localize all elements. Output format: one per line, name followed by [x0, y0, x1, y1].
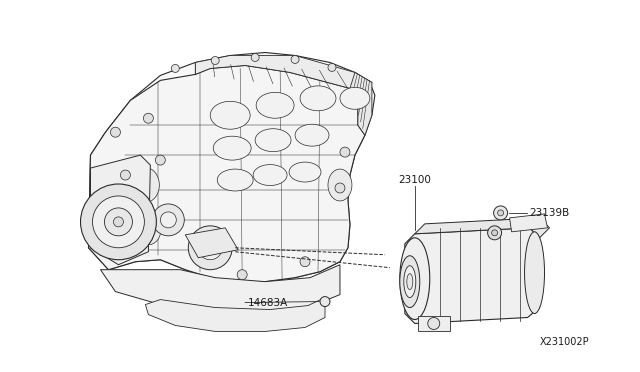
- Circle shape: [113, 217, 124, 227]
- Ellipse shape: [295, 124, 329, 146]
- Circle shape: [198, 236, 222, 260]
- Circle shape: [104, 208, 132, 236]
- Polygon shape: [415, 218, 550, 238]
- Circle shape: [428, 318, 440, 330]
- Circle shape: [161, 212, 176, 228]
- Text: 23139B: 23139B: [529, 208, 570, 218]
- Polygon shape: [195, 55, 372, 95]
- Ellipse shape: [328, 169, 352, 201]
- Circle shape: [156, 155, 165, 165]
- Ellipse shape: [256, 92, 294, 118]
- Circle shape: [340, 147, 350, 157]
- Polygon shape: [88, 65, 365, 282]
- Ellipse shape: [300, 86, 336, 111]
- Circle shape: [81, 184, 156, 260]
- Circle shape: [492, 230, 498, 236]
- Ellipse shape: [217, 169, 253, 191]
- Ellipse shape: [340, 87, 370, 109]
- Circle shape: [120, 170, 131, 180]
- Circle shape: [93, 196, 145, 248]
- Ellipse shape: [525, 232, 545, 314]
- Polygon shape: [145, 298, 325, 331]
- Polygon shape: [405, 228, 540, 324]
- Circle shape: [152, 204, 184, 236]
- Polygon shape: [350, 73, 372, 135]
- Circle shape: [211, 57, 220, 64]
- Ellipse shape: [136, 215, 161, 245]
- Polygon shape: [88, 52, 375, 282]
- Ellipse shape: [131, 167, 159, 202]
- Polygon shape: [90, 155, 150, 265]
- Circle shape: [188, 226, 232, 270]
- Circle shape: [291, 55, 299, 64]
- Ellipse shape: [400, 238, 430, 320]
- Ellipse shape: [213, 136, 251, 160]
- Ellipse shape: [400, 256, 420, 308]
- Circle shape: [111, 127, 120, 137]
- Ellipse shape: [210, 101, 250, 129]
- Polygon shape: [186, 228, 238, 258]
- Circle shape: [172, 64, 179, 73]
- Text: X231002P: X231002P: [540, 337, 589, 347]
- Circle shape: [488, 226, 502, 240]
- Ellipse shape: [253, 164, 287, 186]
- Text: 23100: 23100: [398, 175, 431, 185]
- Polygon shape: [100, 265, 340, 311]
- Circle shape: [493, 206, 508, 220]
- Circle shape: [335, 183, 345, 193]
- Ellipse shape: [255, 129, 291, 152]
- Circle shape: [251, 54, 259, 61]
- Ellipse shape: [407, 274, 413, 290]
- Ellipse shape: [404, 266, 416, 298]
- Circle shape: [328, 64, 336, 71]
- Circle shape: [300, 257, 310, 267]
- Polygon shape: [509, 214, 547, 232]
- Text: 14683A: 14683A: [248, 298, 289, 308]
- Polygon shape: [418, 315, 450, 331]
- Circle shape: [320, 296, 330, 307]
- Circle shape: [498, 210, 504, 216]
- Ellipse shape: [289, 162, 321, 182]
- Circle shape: [143, 113, 154, 123]
- Circle shape: [237, 270, 247, 280]
